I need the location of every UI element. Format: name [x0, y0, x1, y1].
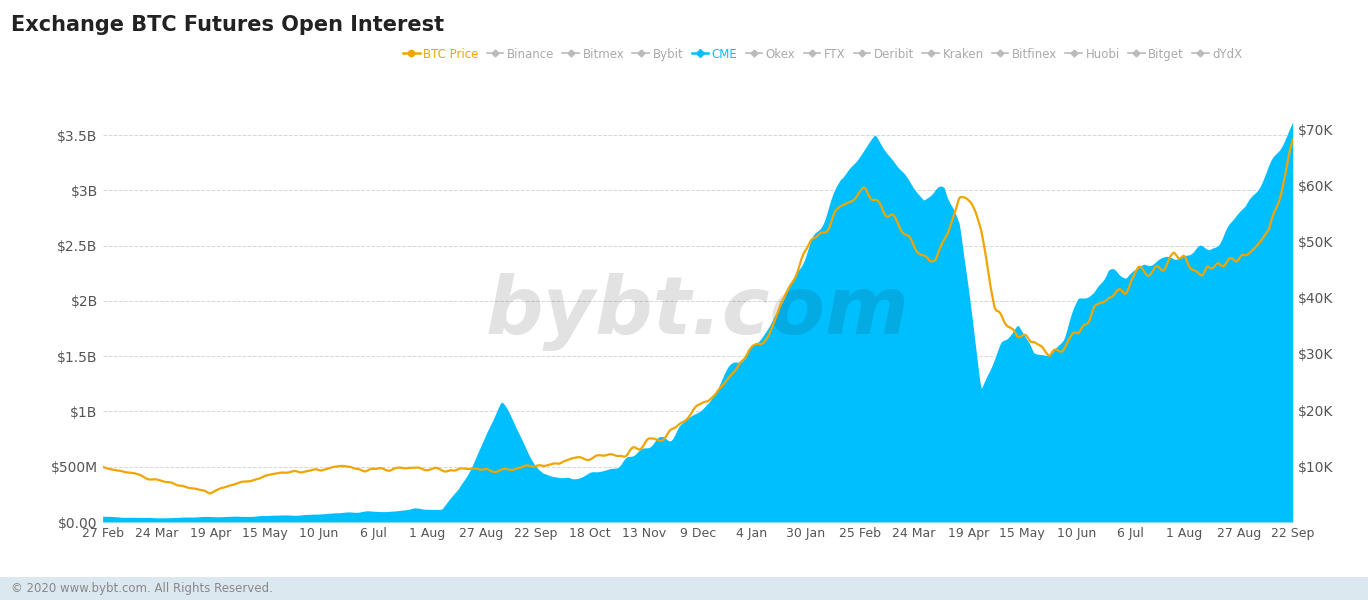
Text: Exchange BTC Futures Open Interest: Exchange BTC Futures Open Interest: [11, 15, 445, 35]
Text: © 2020 www.bybt.com. All Rights Reserved.: © 2020 www.bybt.com. All Rights Reserved…: [11, 582, 272, 595]
Legend: BTC Price, Binance, Bitmex, Bybit, CME, Okex, FTX, Deribit, Kraken, Bitfinex, Hu: BTC Price, Binance, Bitmex, Bybit, CME, …: [398, 43, 1248, 65]
Text: bybt.com: bybt.com: [486, 273, 910, 351]
